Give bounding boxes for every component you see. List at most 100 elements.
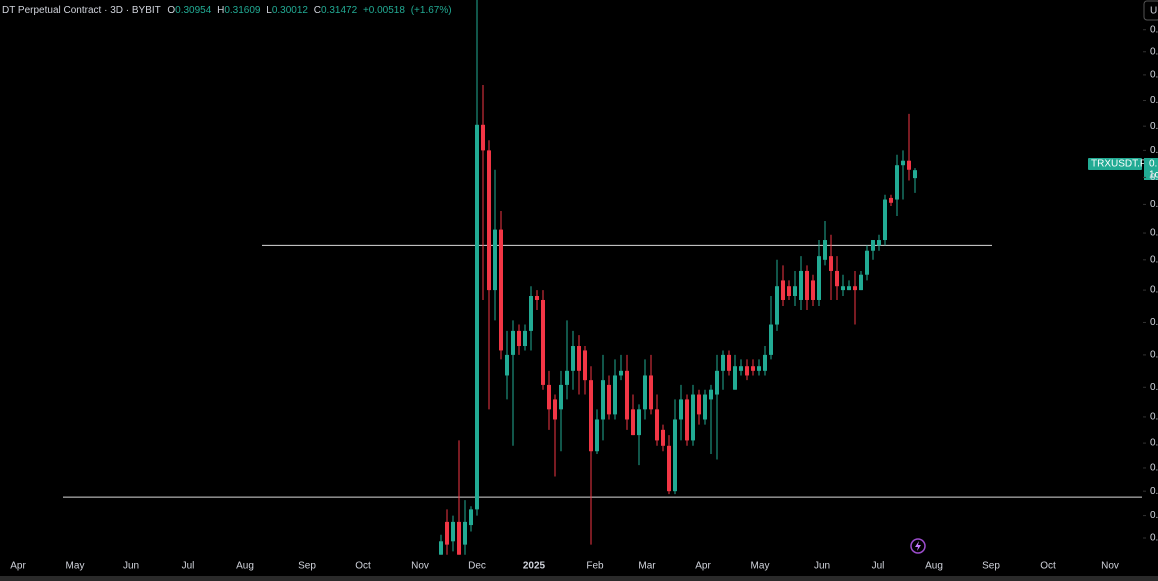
- candle-body: [577, 346, 581, 371]
- candle-body: [589, 380, 593, 452]
- candle-body: [889, 197, 893, 203]
- x-tick-label: Apr: [695, 561, 711, 572]
- x-tick-label: Jun: [123, 561, 139, 572]
- x-tick-label: Oct: [355, 561, 371, 572]
- y-tick-label: 0.: [1150, 254, 1158, 265]
- candle-body: [853, 286, 857, 291]
- x-tick-label: Nov: [1101, 561, 1119, 572]
- candle-body: [487, 150, 491, 291]
- candle-body: [547, 384, 551, 410]
- candle-body: [805, 270, 809, 300]
- y-tick-label: 0.: [1150, 285, 1158, 296]
- close-value: 0.31472: [321, 5, 358, 16]
- y-tick-label: 0.: [1150, 172, 1158, 183]
- candle-body: [907, 160, 911, 170]
- candle-body: [781, 280, 785, 300]
- candle-body: [721, 354, 725, 371]
- candle-body: [583, 350, 587, 381]
- candle-body: [529, 296, 533, 331]
- candle-body: [799, 270, 803, 300]
- x-tick-label: Jun: [814, 561, 830, 572]
- y-tick-label: 0.: [1150, 24, 1158, 35]
- replay-icon[interactable]: [910, 538, 926, 554]
- x-tick-label: Mar: [638, 561, 656, 572]
- candle-body: [493, 229, 497, 291]
- candle-body: [757, 366, 761, 371]
- candle-body: [835, 270, 839, 287]
- candle-body: [613, 375, 617, 415]
- candle-body: [709, 389, 713, 400]
- y-tick-label: 0.: [1150, 46, 1158, 57]
- candle-body: [499, 229, 503, 351]
- x-tick-label: Jul: [872, 561, 885, 572]
- candle-body: [571, 346, 575, 371]
- candle-body: [565, 370, 569, 385]
- candle-body: [667, 445, 671, 492]
- x-tick-label: Sep: [982, 561, 1000, 572]
- y-tick-label: 0.: [1150, 412, 1158, 423]
- candle-body: [817, 256, 821, 300]
- candle-body: [643, 375, 647, 410]
- low-value: 0.30012: [272, 5, 309, 16]
- x-tick-label: Jul: [182, 561, 195, 572]
- y-tick-label: 0.: [1150, 70, 1158, 81]
- y-tick-label: 0.: [1150, 438, 1158, 449]
- change: +0.00518: [363, 5, 405, 16]
- candle-body: [463, 521, 467, 545]
- candle-body: [697, 394, 701, 415]
- candle-body: [739, 366, 743, 371]
- x-tick-label: Oct: [1040, 561, 1056, 572]
- y-tick-label: 0.: [1150, 486, 1158, 497]
- candle-body: [691, 394, 695, 441]
- candle-body: [511, 330, 515, 355]
- corner-button-box[interactable]: [1143, 0, 1158, 21]
- candle-body: [451, 521, 455, 542]
- y-tick-label: 0.: [1150, 228, 1158, 239]
- candle-body: [745, 366, 749, 376]
- corner-button[interactable]: U: [1150, 6, 1157, 17]
- change-pct: (+1.67%): [411, 5, 452, 16]
- low-letter: L: [266, 5, 272, 16]
- x-tick-label: Aug: [925, 561, 943, 572]
- candle-body: [883, 199, 887, 241]
- candle-body: [847, 286, 851, 291]
- y-tick-label: 0.: [1150, 121, 1158, 132]
- open-letter: O: [167, 5, 175, 16]
- candle-body: [607, 384, 611, 415]
- close-letter: C: [314, 5, 321, 16]
- x-tick-label: Aug: [236, 561, 254, 572]
- candle-body: [481, 124, 485, 151]
- candle-body: [763, 354, 767, 371]
- y-tick-label: 0.: [1150, 145, 1158, 156]
- candle-body: [505, 354, 509, 376]
- x-tick-label: May: [751, 561, 770, 572]
- candle-body: [661, 429, 665, 446]
- candle-body: [685, 399, 689, 441]
- candle-body: [679, 399, 683, 420]
- y-tick-label: 0.: [1150, 510, 1158, 521]
- y-tick-label: 0.: [1150, 463, 1158, 474]
- x-tick-label: Dec: [468, 561, 486, 572]
- icon-bolt[interactable]: [915, 541, 921, 551]
- high-value: 0.31609: [224, 5, 261, 16]
- candle-body: [913, 170, 917, 179]
- candle-body: [475, 124, 479, 510]
- candle-body: [769, 324, 773, 355]
- candle-body: [601, 380, 605, 420]
- x-tick-label: 2025: [523, 561, 546, 572]
- candle-body: [445, 521, 449, 545]
- candle-body: [895, 165, 899, 200]
- open-value: 0.30954: [175, 5, 212, 16]
- candle-body: [751, 366, 755, 371]
- x-tick-label: Feb: [586, 561, 604, 572]
- candle-body: [655, 409, 659, 441]
- bottom-bar: [0, 576, 1158, 581]
- candle-body: [871, 240, 875, 251]
- candle-body: [595, 419, 599, 452]
- candle-body: [559, 384, 563, 410]
- icon-ring[interactable]: [910, 538, 926, 554]
- y-tick-label: 0.: [1150, 350, 1158, 361]
- candle-body: [859, 274, 863, 291]
